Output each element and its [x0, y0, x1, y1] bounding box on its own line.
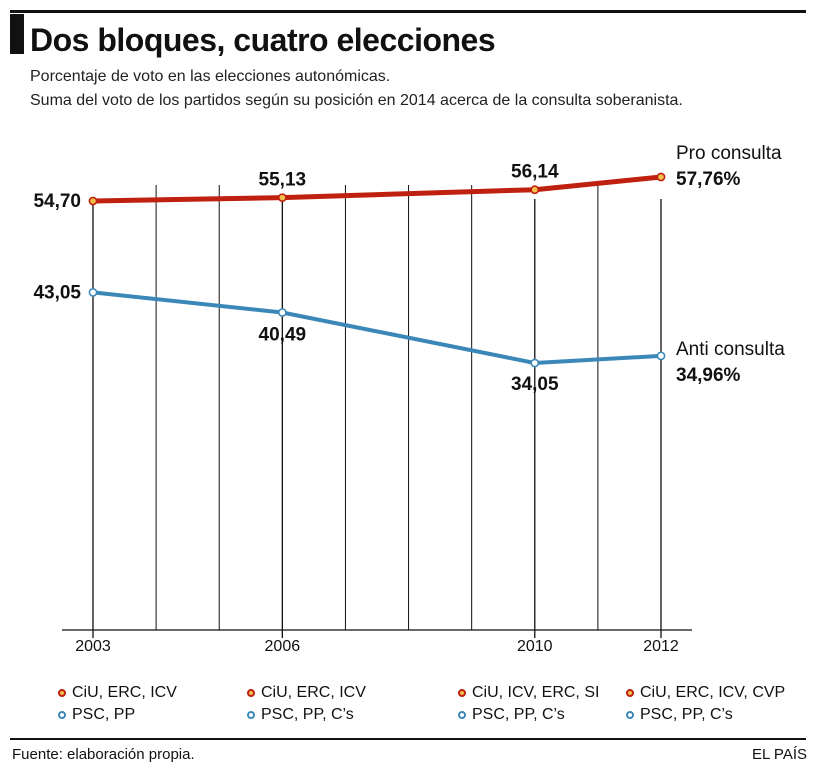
- data-point-pro-2012: [656, 172, 666, 182]
- data-label-pro-2012: 57,76%: [676, 169, 741, 190]
- legend-column-2010: CiU, ICV, ERC, SI PSC, PP, C’s: [458, 682, 599, 726]
- pro-dot-icon: [626, 689, 634, 697]
- line-chart: 2003 2006 2010 2012 54,70 55,13 56,14 Pro consu…: [33, 143, 785, 655]
- top-rule: [10, 10, 806, 13]
- anti-dot-icon: [458, 711, 466, 719]
- legend-column-2012: CiU, ERC, ICV, CVP PSC, PP, C’s: [626, 682, 785, 726]
- chart-subtitle-line2: Suma del voto de los partidos según su p…: [30, 92, 683, 109]
- data-label-anti-2006: 40,49: [259, 324, 307, 345]
- legend-anti-label: PSC, PP, C’s: [640, 706, 733, 723]
- series-name-anti: Anti consulta: [676, 339, 785, 360]
- legend-pro-label: CiU, ERC, ICV, CVP: [640, 684, 786, 701]
- data-point-pro-2003: [88, 196, 98, 206]
- series-line-pro: [92, 174, 662, 204]
- data-point-anti-2012: [656, 351, 666, 361]
- chart-subtitle-line1: Porcentaje de voto en las elecciones aut…: [30, 68, 391, 85]
- x-tick-label-2006: 2006: [265, 638, 301, 655]
- source-note: Fuente: elaboración propia.: [12, 746, 195, 763]
- data-label-anti-2010: 34,05: [511, 374, 559, 395]
- legend-pro-label: CiU, ERC, ICV: [261, 684, 366, 701]
- legend-item-anti: PSC, PP, C’s: [458, 704, 599, 726]
- legend-anti-label: PSC, PP, C’s: [472, 706, 565, 723]
- data-label-anti-2003: 43,05: [33, 282, 81, 303]
- pro-dot-icon: [458, 689, 466, 697]
- legend-item-anti: PSC, PP, C’s: [626, 704, 785, 726]
- series-line-anti: [92, 290, 662, 365]
- data-label-pro-2006: 55,13: [259, 170, 307, 191]
- anti-dot-icon: [58, 711, 66, 719]
- legend-anti-label: PSC, PP, C’s: [261, 706, 354, 723]
- pro-dot-icon: [58, 689, 66, 697]
- x-tick-label-2012: 2012: [643, 638, 679, 655]
- series-name-pro: Pro consulta: [676, 143, 782, 164]
- legend-anti-label: PSC, PP: [72, 706, 136, 723]
- title-accent-bar: [10, 14, 24, 54]
- chart-title: Dos bloques, cuatro elecciones: [30, 22, 496, 58]
- data-point-anti-2006: [277, 308, 287, 317]
- legend-item-anti: PSC, PP: [58, 704, 177, 726]
- data-label-anti-2012: 34,96%: [676, 365, 741, 386]
- data-point-anti-2003: [88, 287, 98, 297]
- legend-item-pro: CiU, ERC, ICV, CVP: [626, 682, 785, 704]
- data-label-pro-2010: 56,14: [511, 162, 559, 183]
- data-point-anti-2010: [530, 358, 540, 368]
- legend-item-anti: PSC, PP, C’s: [247, 704, 366, 726]
- legend-item-pro: CiU, ICV, ERC, SI: [458, 682, 599, 704]
- legend-item-pro: CiU, ERC, ICV: [247, 682, 366, 704]
- legend-item-pro: CiU, ERC, ICV: [58, 682, 177, 704]
- x-tick-label-2010: 2010: [517, 638, 553, 655]
- pro-dot-icon: [247, 689, 255, 697]
- data-point-pro-2006: [277, 193, 287, 203]
- bottom-rule: [10, 738, 806, 740]
- data-label-pro-2003: 54,70: [33, 191, 81, 212]
- legend-pro-label: CiU, ICV, ERC, SI: [472, 684, 600, 701]
- legend-column-2006: CiU, ERC, ICV PSC, PP, C’s: [247, 682, 366, 726]
- x-tick-label-2003: 2003: [75, 638, 111, 655]
- anti-dot-icon: [247, 711, 255, 719]
- anti-dot-icon: [626, 711, 634, 719]
- data-point-pro-2010: [530, 185, 540, 195]
- legend-column-2003: CiU, ERC, ICV PSC, PP: [58, 682, 177, 726]
- brand-label: EL PAÍS: [751, 746, 807, 763]
- legend-pro-label: CiU, ERC, ICV: [72, 684, 177, 701]
